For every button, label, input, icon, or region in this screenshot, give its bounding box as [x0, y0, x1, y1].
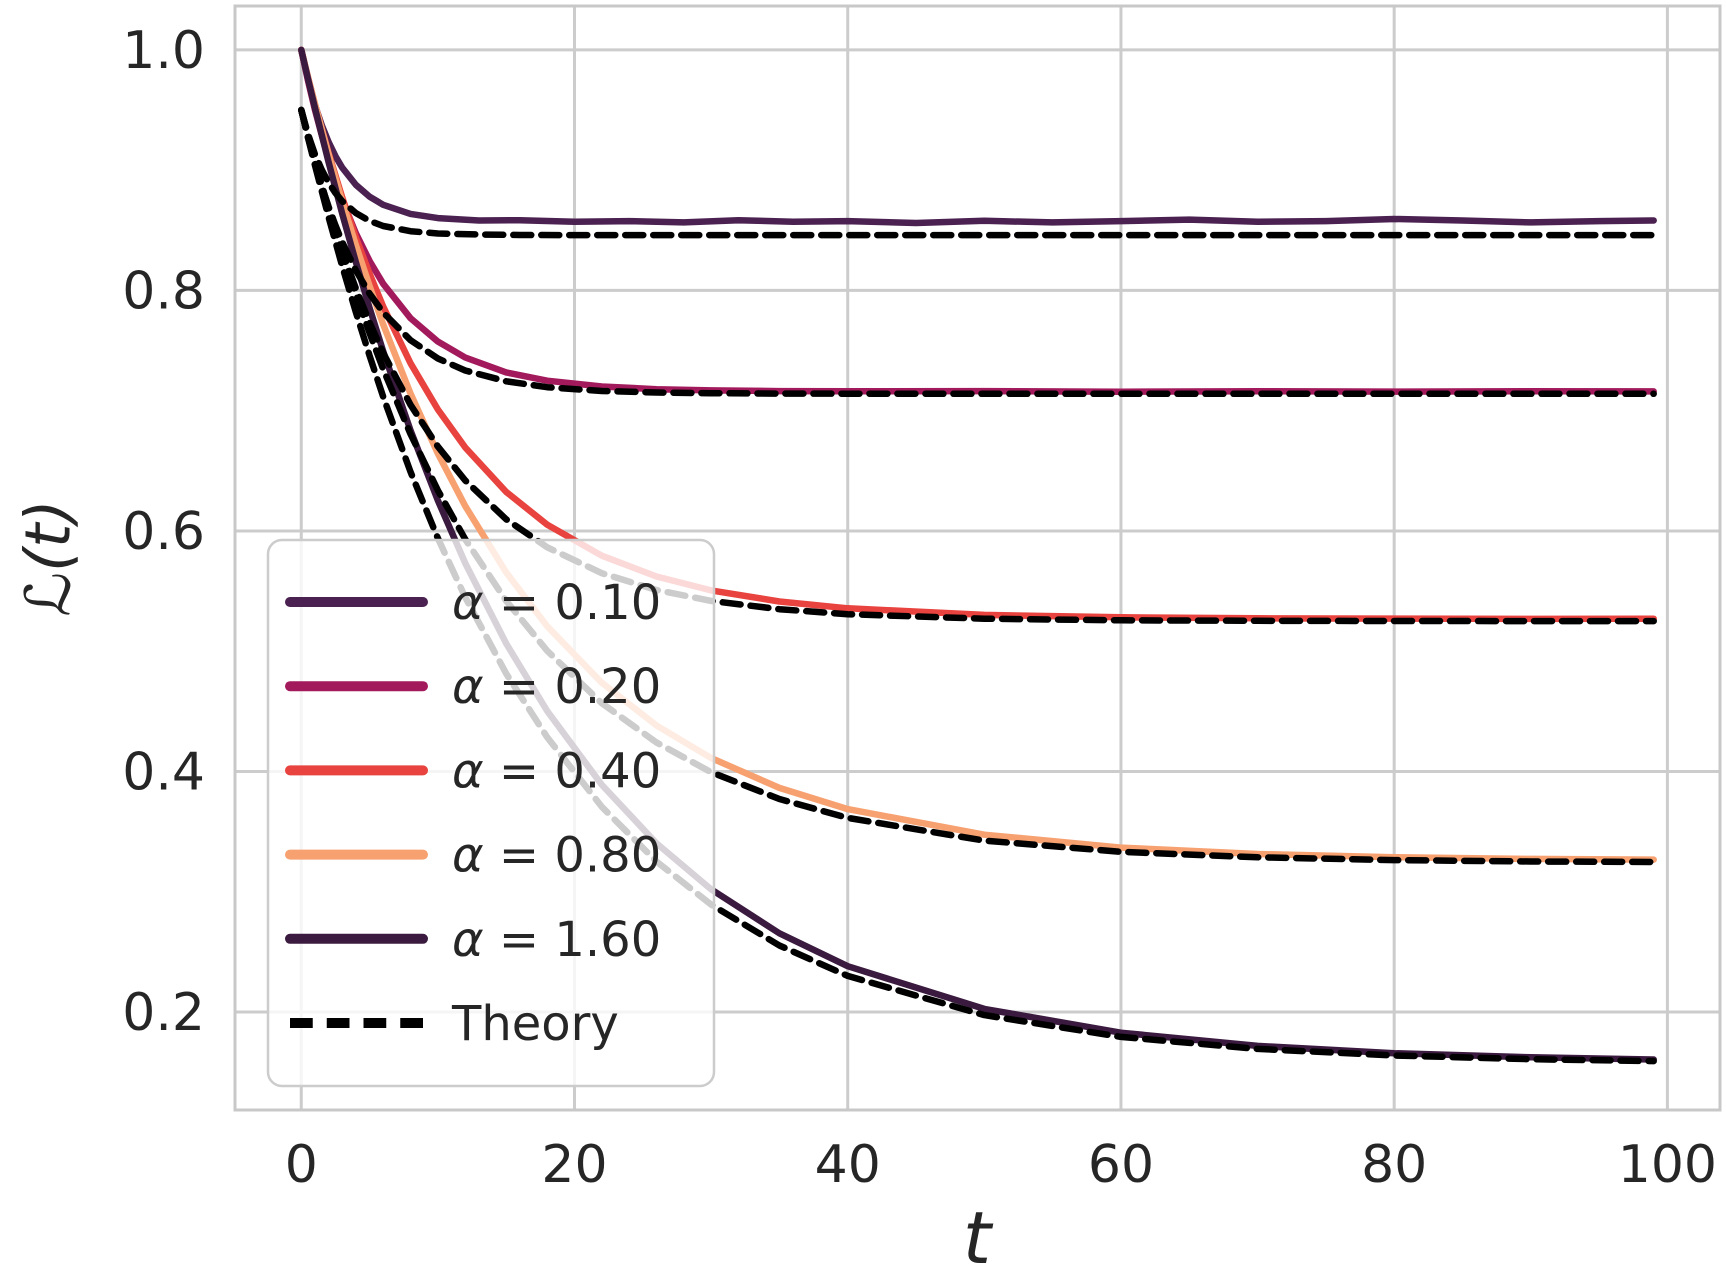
x-tick-label-80: 80 [1361, 1135, 1427, 1195]
legend-label-3: α = 0.40 [452, 743, 661, 799]
series-line-theory-alpha-0.20 [298, 106, 1657, 398]
legend-label-4: α = 0.80 [452, 828, 661, 884]
legend-label-1: α = 0.10 [452, 575, 661, 631]
series-line-theory-alpha-0.10 [298, 106, 1657, 239]
curves [298, 46, 1657, 1065]
x-tick-label-60: 60 [1088, 1135, 1154, 1195]
tick-labels: 0 20 40 60 80 100 0.2 0.4 0.6 0.8 1.0 [122, 21, 1717, 1195]
y-axis-label: ℒ(t) [11, 499, 85, 617]
legend-label-5: α = 1.60 [452, 912, 661, 968]
x-tick-label-100: 100 [1618, 1135, 1717, 1195]
x-tick-label-20: 20 [541, 1135, 607, 1195]
y-tick-label-0.6: 0.6 [122, 502, 205, 562]
x-tick-label-40: 40 [815, 1135, 881, 1195]
legend-label-6: Theory [451, 996, 619, 1052]
series-line-theory-alpha-1.60 [298, 106, 1657, 1065]
x-axis-label: t [962, 1196, 992, 1280]
y-tick-label-0.8: 0.8 [122, 261, 205, 321]
legend-label-2: α = 0.20 [452, 659, 661, 715]
legend-box [266, 538, 716, 1088]
y-tick-label-0.4: 0.4 [122, 742, 205, 802]
plot-border [233, 4, 1722, 1112]
y-tick-label-0.2: 0.2 [122, 983, 205, 1043]
legend: α = 0.10 α = 0.20 α = 0.40 α = 0.80 α = 1.60… [266, 538, 716, 1088]
series-line-sim-alpha-0.10 [298, 46, 1657, 227]
series-line-sim-alpha-0.40 [298, 46, 1657, 623]
y-tick-label-1.0: 1.0 [122, 21, 205, 81]
x-tick-label-0: 0 [285, 1135, 318, 1195]
